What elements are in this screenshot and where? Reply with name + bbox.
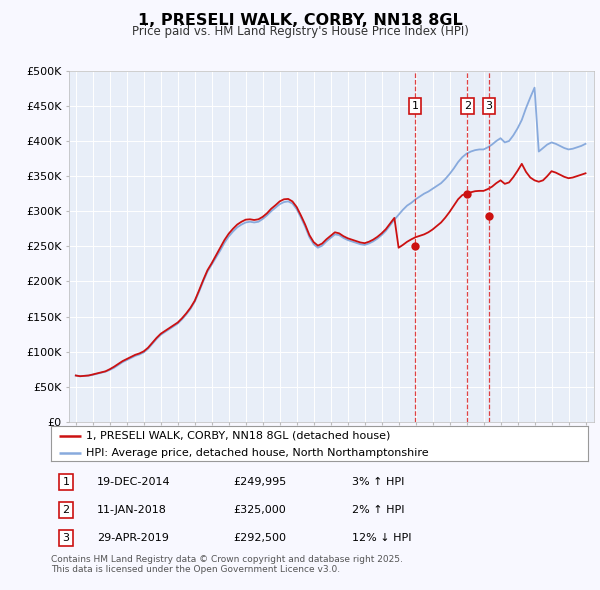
Text: 2% ↑ HPI: 2% ↑ HPI [352, 504, 404, 514]
Text: 2: 2 [464, 101, 471, 111]
Text: £249,995: £249,995 [233, 477, 287, 487]
Text: £325,000: £325,000 [233, 504, 286, 514]
Text: 1: 1 [62, 477, 70, 487]
Text: 1: 1 [412, 101, 418, 111]
Text: 3: 3 [485, 101, 493, 111]
Text: 1, PRESELI WALK, CORBY, NN18 8GL (detached house): 1, PRESELI WALK, CORBY, NN18 8GL (detach… [86, 431, 390, 441]
Text: £292,500: £292,500 [233, 533, 287, 543]
Text: 12% ↓ HPI: 12% ↓ HPI [352, 533, 411, 543]
Text: 29-APR-2019: 29-APR-2019 [97, 533, 169, 543]
Text: This data is licensed under the Open Government Licence v3.0.: This data is licensed under the Open Gov… [51, 565, 340, 574]
Text: 19-DEC-2014: 19-DEC-2014 [97, 477, 170, 487]
Text: Price paid vs. HM Land Registry's House Price Index (HPI): Price paid vs. HM Land Registry's House … [131, 25, 469, 38]
Text: 2: 2 [62, 504, 70, 514]
Text: 3: 3 [62, 533, 70, 543]
Text: HPI: Average price, detached house, North Northamptonshire: HPI: Average price, detached house, Nort… [86, 448, 428, 457]
Text: 3% ↑ HPI: 3% ↑ HPI [352, 477, 404, 487]
Text: 11-JAN-2018: 11-JAN-2018 [97, 504, 167, 514]
Text: 1, PRESELI WALK, CORBY, NN18 8GL: 1, PRESELI WALK, CORBY, NN18 8GL [137, 13, 463, 28]
Text: Contains HM Land Registry data © Crown copyright and database right 2025.: Contains HM Land Registry data © Crown c… [51, 555, 403, 563]
